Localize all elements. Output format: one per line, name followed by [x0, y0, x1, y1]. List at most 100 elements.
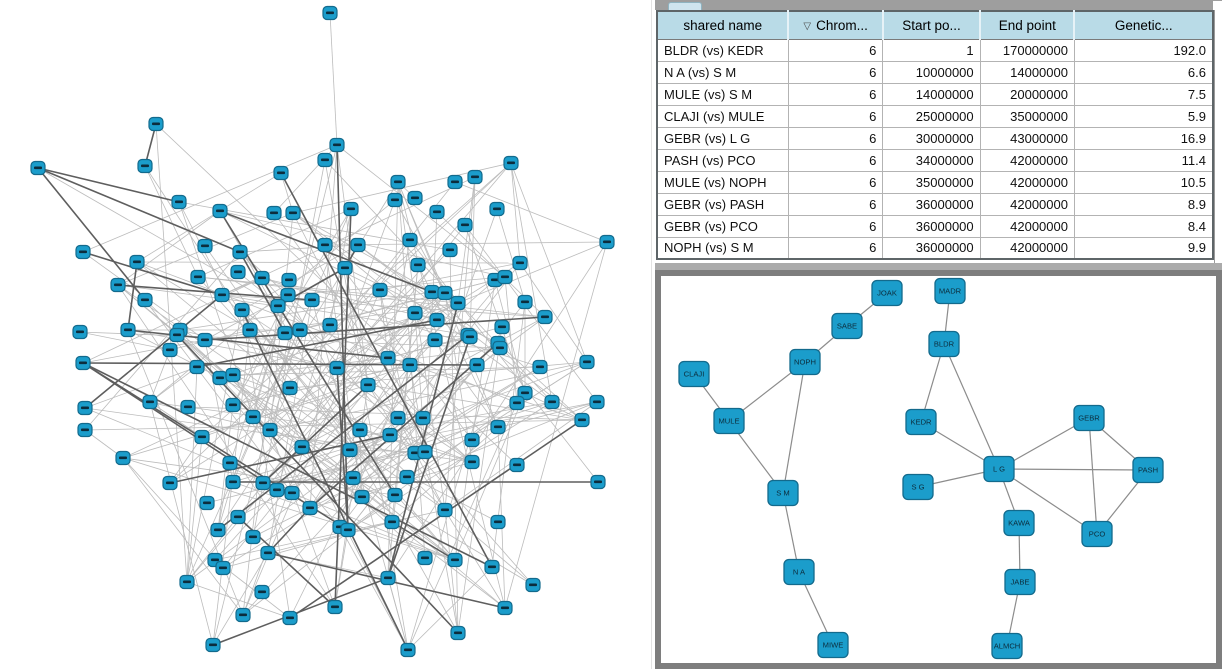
table-row[interactable]: GEBR (vs) PCO 6 36000000 42000000 8.4	[656, 214, 1214, 238]
network-edge	[387, 239, 411, 359]
table-row[interactable]: CLAJI (vs) MULE 6 25000000 35000000 5.9	[656, 104, 1214, 128]
network-node-label	[166, 348, 174, 352]
network-node-label	[406, 363, 414, 367]
network-edge	[309, 276, 506, 509]
subnetwork-node-JOAK[interactable]	[871, 279, 903, 307]
subnetwork-node-ALMCH[interactable]	[991, 632, 1023, 660]
subnetwork-edge[interactable]	[782, 361, 806, 494]
network-node-label	[364, 383, 372, 387]
network-edge	[510, 162, 521, 264]
value-cell: 11.4	[1073, 148, 1214, 172]
table-row[interactable]: N A (vs) S M 6 10000000 14000000 6.6	[656, 60, 1214, 84]
network-edge	[414, 312, 426, 453]
network-edge	[221, 294, 546, 318]
network-edge	[262, 291, 433, 484]
network-edge	[496, 208, 526, 303]
value-cell: 6	[787, 170, 884, 194]
network-node-label	[578, 418, 586, 422]
table-row[interactable]: MULE (vs) NOPH 6 35000000 42000000 10.5	[656, 170, 1214, 194]
network-edge	[122, 457, 224, 569]
table-row[interactable]: GEBR (vs) L G 6 30000000 43000000 16.9	[656, 126, 1214, 150]
subnetwork-node-MADR[interactable]	[934, 277, 966, 305]
column-header-chromosome[interactable]: ▽ Chrom...	[787, 11, 883, 40]
subnetwork-node-SM[interactable]	[767, 479, 799, 507]
subnetwork-node-GEBR[interactable]	[1073, 404, 1105, 432]
subnetwork-node-KEDR[interactable]	[905, 408, 937, 436]
subnetwork-edge[interactable]	[998, 468, 1098, 535]
value-cell: 6	[787, 214, 884, 238]
value-cell: 42000000	[979, 170, 1075, 194]
subnetwork-edge[interactable]	[943, 343, 1000, 470]
network-edge	[212, 552, 269, 646]
subnetwork-node-MULE[interactable]	[713, 407, 745, 435]
network-node-label	[285, 278, 293, 282]
network-edge	[454, 279, 496, 561]
network-edge	[219, 210, 396, 496]
network-edge	[347, 392, 526, 531]
network-node-label	[238, 308, 246, 312]
subnetwork-node-JABE[interactable]	[1004, 568, 1036, 596]
subnetwork-node-MIWE[interactable]	[817, 631, 849, 659]
network-edge	[176, 334, 303, 448]
network-node-label	[284, 293, 292, 297]
column-header-genetic[interactable]: Genetic...	[1073, 11, 1213, 40]
network-node-label	[141, 164, 149, 168]
subnetwork-node-CLAJI[interactable]	[678, 360, 710, 388]
network-edge	[219, 210, 381, 291]
table-row[interactable]: GEBR (vs) PASH 6 36000000 42000000 8.9	[656, 192, 1214, 216]
network-node-label	[468, 438, 476, 442]
network-node-label	[488, 565, 496, 569]
network-edge	[239, 251, 534, 586]
subnetwork-node-KAWA[interactable]	[1003, 509, 1035, 537]
table-tab[interactable]	[668, 2, 702, 10]
subnetwork-panel[interactable]: JOAK MADR SABE BLDR NOPH CLAJI GEBR KEDR MULE L G…	[655, 270, 1222, 669]
shared-name-cell: GEBR (vs) PASH	[656, 192, 789, 216]
network-edge	[414, 312, 499, 428]
column-header-start-point[interactable]: Start po...	[881, 11, 981, 40]
column-header-end-point[interactable]: End point	[979, 11, 1075, 40]
subnetwork-node-SABE[interactable]	[831, 312, 863, 340]
network-edge	[82, 277, 263, 364]
network-edge	[391, 426, 499, 523]
network-node-label	[273, 488, 281, 492]
subnetwork-node-PASH[interactable]	[1132, 456, 1164, 484]
network-node-label	[79, 361, 87, 365]
network-node-label	[521, 391, 529, 395]
table-row[interactable]: BLDR (vs) KEDR 6 1 170000000 192.0	[656, 38, 1214, 62]
subnetwork-node-NOPH[interactable]	[789, 348, 821, 376]
subnetwork-edge[interactable]	[1088, 417, 1098, 535]
subnetwork-node-BLDR[interactable]	[928, 330, 960, 358]
network-node-label	[259, 481, 267, 485]
main-network-panel[interactable]	[0, 0, 652, 669]
network-node-label	[468, 460, 476, 464]
network-node-label	[333, 143, 341, 147]
table-header-row: shared name ▽ Chrom... Start po... End po…	[657, 11, 1213, 40]
filter-icon[interactable]: ▽	[803, 20, 812, 32]
table-row[interactable]: MULE (vs) S M 6 14000000 20000000 7.5	[656, 82, 1214, 106]
subnetwork-node-PCO[interactable]	[1081, 520, 1113, 548]
network-edge	[397, 181, 506, 609]
network-edge	[336, 144, 349, 531]
network-edge	[232, 364, 411, 406]
subnetwork-node-LG[interactable]	[983, 455, 1015, 483]
network-node-label	[446, 248, 454, 252]
network-node-label	[498, 325, 506, 329]
network-edge	[144, 165, 291, 389]
network-edge	[387, 302, 459, 579]
subnetwork-edge[interactable]	[998, 468, 1149, 471]
shared-name-cell: PASH (vs) PCO	[656, 148, 789, 172]
network-node-label	[141, 298, 149, 302]
shared-name-cell: GEBR (vs) L G	[656, 126, 789, 150]
network-node-label	[219, 566, 227, 570]
column-header-shared-name[interactable]: shared name	[657, 11, 789, 40]
subnetwork-node-SG[interactable]	[902, 473, 934, 501]
subnetwork-node-NA[interactable]	[783, 558, 815, 586]
network-node-label	[386, 433, 394, 437]
network-node-label	[173, 333, 181, 337]
table-row[interactable]: PASH (vs) PCO 6 34000000 42000000 11.4	[656, 148, 1214, 172]
subnetwork-edge[interactable]	[782, 492, 800, 573]
network-edge	[379, 289, 416, 454]
network-node-label	[288, 491, 296, 495]
table-row[interactable]: NOPH (vs) S M 6 36000000 42000000 9.9	[656, 236, 1214, 260]
network-edge	[144, 299, 426, 559]
